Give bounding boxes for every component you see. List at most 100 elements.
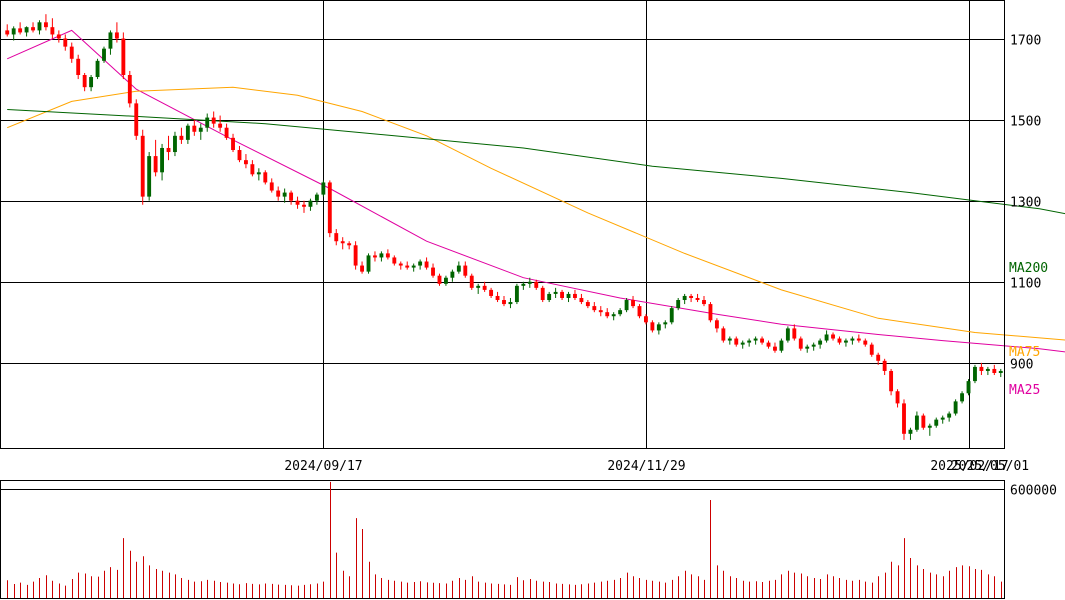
date-tick-label: 2025/05/01 <box>951 459 1029 474</box>
candle-body <box>31 27 35 31</box>
candle-body <box>379 253 384 258</box>
candle-body <box>805 346 810 349</box>
ma75-line <box>7 86 1065 341</box>
candle-body <box>108 32 113 49</box>
candle-body <box>69 46 74 59</box>
candle-body <box>89 77 94 88</box>
candle-body <box>450 271 455 278</box>
candle-body <box>560 291 564 298</box>
candle-body <box>366 255 371 272</box>
candle-body <box>102 48 106 61</box>
candle-body <box>927 425 932 428</box>
candle-body <box>160 147 164 173</box>
candle-body <box>211 117 216 124</box>
candle-body <box>908 429 913 434</box>
candle-body <box>618 310 623 315</box>
candle-body <box>431 267 435 276</box>
candle-body <box>779 340 784 351</box>
candle-body <box>185 125 190 140</box>
candle-body <box>592 306 597 311</box>
moving-average-lines <box>6 29 1065 353</box>
volume-panel-frame <box>0 480 1005 599</box>
candle-body <box>373 255 377 258</box>
candle-body <box>321 182 326 195</box>
candle-body <box>424 261 429 268</box>
candle-body <box>63 38 68 47</box>
candle-body <box>327 182 332 234</box>
candle-body <box>863 340 868 345</box>
candle-body <box>656 324 661 331</box>
date-tick-label: 2024/09/17 <box>284 459 362 474</box>
candle-body <box>631 300 635 307</box>
candle-body <box>192 125 197 132</box>
candle-body <box>611 314 616 317</box>
candle-body <box>95 60 100 78</box>
candle-body <box>11 28 16 35</box>
candle-body <box>205 117 210 128</box>
candle-body <box>811 344 816 347</box>
candle-body <box>882 360 887 371</box>
candle-body <box>785 328 790 341</box>
candle-body <box>140 135 145 197</box>
candle-body <box>831 334 835 339</box>
candle-body <box>282 192 287 197</box>
candle-body <box>198 127 203 132</box>
candle-body <box>508 302 513 305</box>
candle-body <box>773 346 777 351</box>
candle-body <box>82 75 87 88</box>
price-tick-label: 1700 <box>1010 34 1041 49</box>
candle-body <box>256 172 261 175</box>
volume-bars <box>7 481 1002 598</box>
candle-body <box>573 293 577 298</box>
candle-body <box>921 415 926 428</box>
candle-body <box>340 241 345 244</box>
candle-body <box>695 297 700 301</box>
candle-body <box>134 103 139 136</box>
candle-body <box>598 310 603 313</box>
price-tick-label: 1500 <box>1010 115 1041 130</box>
candle-body <box>398 263 403 266</box>
price-grid <box>0 0 1004 448</box>
candle-body <box>385 253 390 258</box>
candle-body <box>966 381 971 394</box>
candle-body <box>985 368 990 371</box>
candle-body <box>889 370 894 392</box>
candle-body <box>347 243 352 246</box>
candle-body <box>37 22 42 31</box>
candle-body <box>902 403 906 434</box>
candle-body <box>314 194 319 201</box>
candle-body <box>476 285 481 288</box>
ma25-label: MA25 <box>1009 383 1040 398</box>
candle-body <box>540 287 545 301</box>
candle-body <box>289 192 294 201</box>
candle-body <box>579 297 584 303</box>
candle-body <box>360 265 364 272</box>
candle-body <box>502 300 506 305</box>
candle-body <box>237 150 242 161</box>
candle-body <box>682 295 687 301</box>
candle-body <box>676 300 681 309</box>
candle-body <box>895 391 900 404</box>
ma25-line <box>6 29 1065 353</box>
candle-body <box>702 300 706 305</box>
candle-body <box>153 156 158 173</box>
candle-body <box>231 137 235 151</box>
candle-body <box>218 123 223 128</box>
candle-body <box>295 200 300 205</box>
ma200-label: MA200 <box>1009 261 1048 276</box>
candle-body <box>244 160 248 165</box>
candle-body <box>44 22 48 28</box>
candle-body <box>24 27 29 33</box>
candle-body <box>18 28 23 33</box>
volume-panel: 600000 <box>0 480 1057 599</box>
candle-body <box>876 354 881 361</box>
candle-body <box>527 281 532 284</box>
candle-body <box>824 334 829 341</box>
candle-body <box>521 283 526 286</box>
candle-body <box>734 338 739 345</box>
candle-body <box>50 27 55 35</box>
candle-body <box>179 135 184 140</box>
candle-body <box>250 164 255 175</box>
candle-body <box>353 245 358 266</box>
candle-body <box>605 312 610 317</box>
